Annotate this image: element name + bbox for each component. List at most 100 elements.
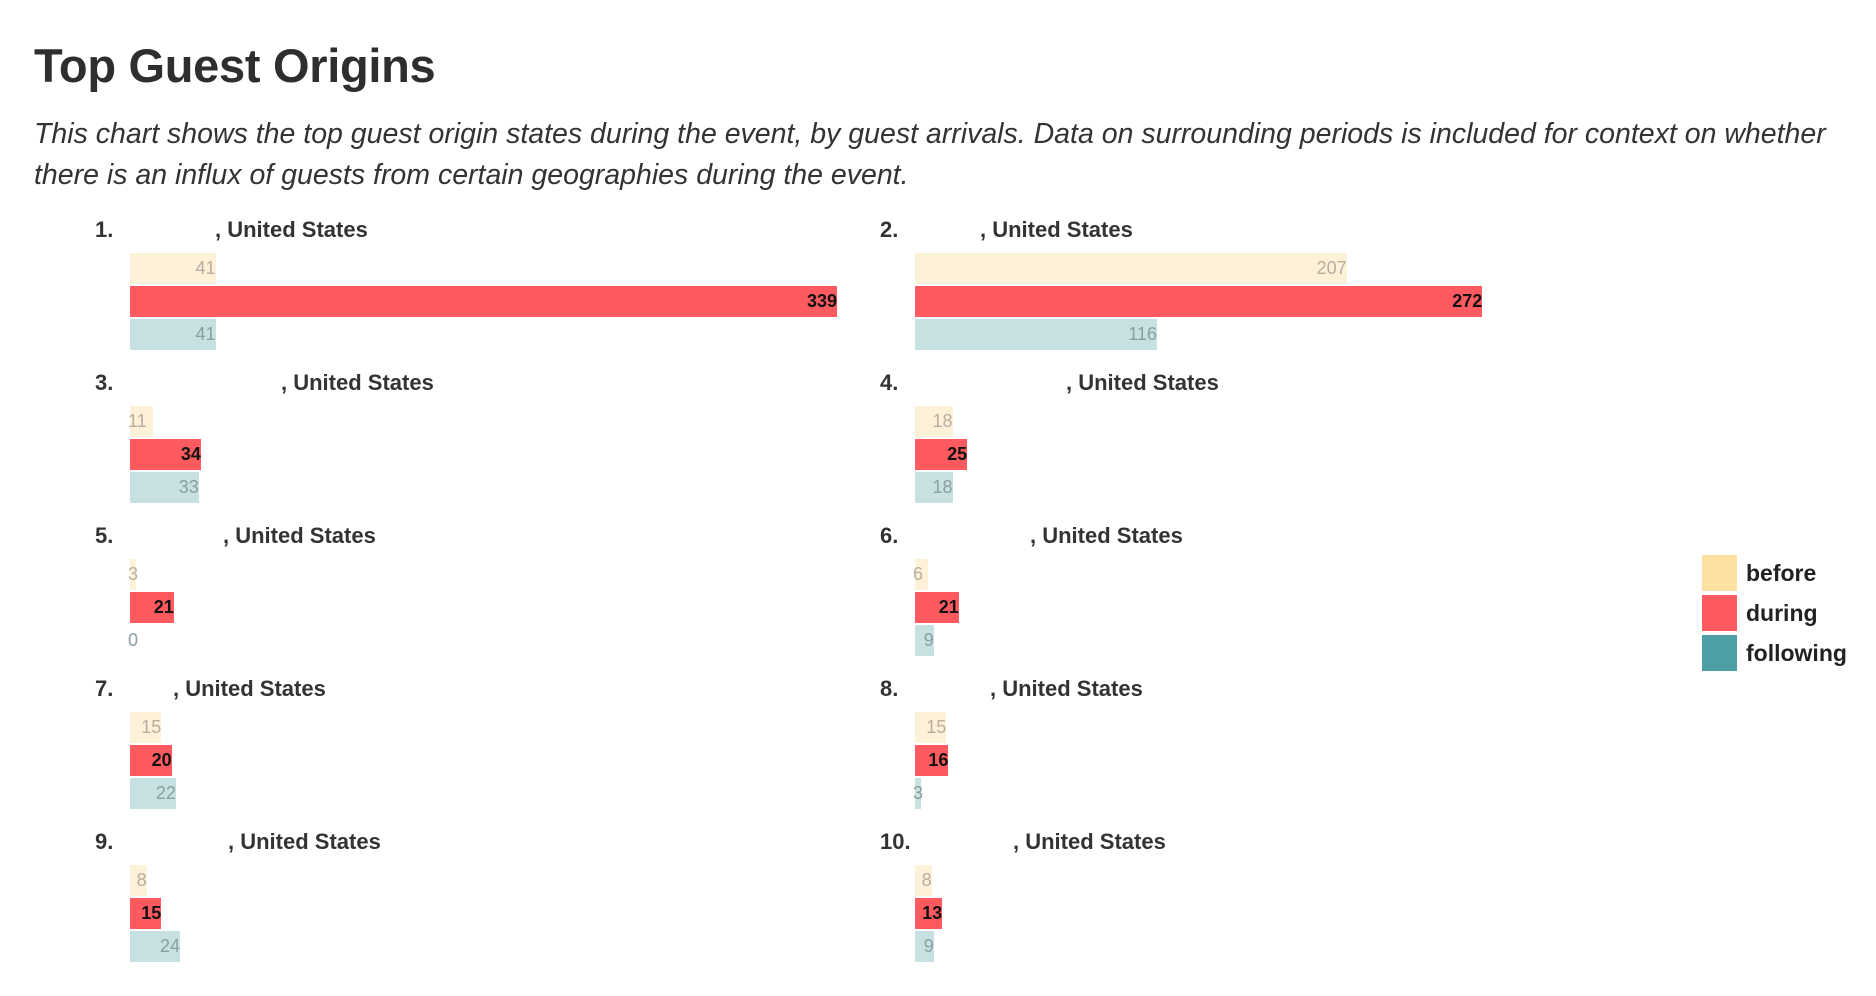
bar-value-label-during: 25 bbox=[947, 444, 968, 464]
bar-value-label-before: 15 bbox=[141, 717, 162, 737]
bar-value-label-before: 8 bbox=[136, 870, 147, 890]
bar-before bbox=[130, 559, 137, 590]
bar-during bbox=[915, 745, 949, 776]
origin-place: , United States bbox=[1013, 829, 1166, 854]
bar-value-label-during: 13 bbox=[922, 903, 943, 923]
bar-value-label-before: 41 bbox=[195, 258, 216, 278]
bar-before bbox=[915, 712, 947, 743]
page-title: Top Guest Origins bbox=[34, 39, 436, 92]
bar-value-label-before: 3 bbox=[128, 564, 139, 584]
bar-value-label-following: 24 bbox=[160, 936, 181, 956]
bar-value-label-before: 11 bbox=[128, 411, 147, 431]
origin-place: , United States bbox=[281, 370, 434, 395]
bar-during bbox=[915, 439, 968, 470]
origin-rank: 3. bbox=[95, 370, 114, 395]
bar-during bbox=[915, 592, 959, 623]
origin-place: , United States bbox=[990, 676, 1143, 701]
legend-swatch-before bbox=[1702, 555, 1737, 591]
origin-rank: 4. bbox=[880, 370, 899, 395]
bar-during bbox=[130, 745, 172, 776]
origin-rank: 9. bbox=[95, 829, 114, 854]
bar-before bbox=[130, 865, 147, 896]
origin-rank: 6. bbox=[880, 523, 899, 548]
origin-place: , United States bbox=[1030, 523, 1183, 548]
origin-panel: 2. , United States 207 272 116 bbox=[880, 215, 1640, 350]
bar-value-label-during: 339 bbox=[806, 291, 837, 311]
origin-panel: 1. , United States 41 339 41 bbox=[95, 215, 855, 350]
bar-value-label-before: 18 bbox=[932, 411, 953, 431]
legend-swatch-following bbox=[1702, 635, 1737, 671]
bar-before bbox=[130, 712, 162, 743]
bar-value-label-following: 0 bbox=[128, 630, 139, 650]
bar-value-label-during: 15 bbox=[141, 903, 162, 923]
bar-value-label-following: 41 bbox=[195, 324, 216, 344]
bar-following bbox=[915, 931, 934, 962]
bar-before bbox=[915, 253, 1347, 284]
bar-value-label-during: 20 bbox=[151, 750, 172, 770]
bar-during bbox=[130, 439, 201, 470]
bar-value-label-following: 22 bbox=[155, 783, 176, 803]
bar-value-label-following: 9 bbox=[923, 630, 934, 650]
origin-place: , United States bbox=[215, 217, 368, 242]
origin-rank: 5. bbox=[95, 523, 114, 548]
origin-panel: 4. , United States 18 25 18 bbox=[880, 368, 1640, 503]
bar-during bbox=[130, 286, 837, 317]
bar-during bbox=[915, 898, 943, 929]
origin-panel: 6. , United States 6 21 9 bbox=[880, 521, 1640, 656]
bar-value-label-before: 15 bbox=[926, 717, 947, 737]
origin-panel: 8. , United States 15 16 3 bbox=[880, 674, 1640, 809]
origin-rank: 8. bbox=[880, 676, 899, 701]
origin-rank: 2. bbox=[880, 217, 899, 242]
origin-place: , United States bbox=[980, 217, 1133, 242]
legend-item-during: during bbox=[1702, 595, 1876, 631]
bar-following bbox=[130, 931, 181, 962]
bar-value-label-following: 18 bbox=[932, 477, 953, 497]
bar-following bbox=[915, 319, 1157, 350]
origin-panel: 3. , United States 11 34 33 bbox=[95, 368, 855, 503]
legend-label-during: during bbox=[1746, 600, 1818, 626]
bar-before bbox=[130, 406, 153, 437]
bar-before bbox=[915, 406, 953, 437]
bar-during bbox=[915, 286, 1483, 317]
legend-label-before: before bbox=[1746, 560, 1817, 586]
origin-rank: 7. bbox=[95, 676, 114, 701]
bar-before bbox=[130, 253, 216, 284]
bar-value-label-during: 272 bbox=[1452, 291, 1483, 311]
bar-following bbox=[130, 778, 176, 809]
origin-panel: 7. , United States 15 20 22 bbox=[95, 674, 855, 809]
bar-before bbox=[915, 559, 928, 590]
origin-panel: 5. , United States 3 21 0 bbox=[95, 521, 855, 651]
legend-label-following: following bbox=[1746, 640, 1847, 666]
bar-value-label-before: 6 bbox=[913, 564, 924, 584]
origin-place: , United States bbox=[173, 676, 326, 701]
bar-during bbox=[130, 898, 162, 929]
bar-following bbox=[130, 472, 199, 503]
chart-description: This chart shows the top guest origin st… bbox=[34, 118, 1826, 191]
bar-before bbox=[915, 865, 932, 896]
bar-following bbox=[130, 319, 216, 350]
bar-value-label-during: 34 bbox=[180, 444, 201, 464]
bar-following bbox=[915, 472, 953, 503]
origin-rank: 10. bbox=[880, 829, 911, 854]
bar-value-label-following: 3 bbox=[913, 783, 924, 803]
legend-item-before: before bbox=[1702, 555, 1876, 591]
origin-panel: 10. , United States 8 13 9 bbox=[880, 827, 1640, 962]
bar-value-label-following: 116 bbox=[1128, 324, 1157, 344]
bar-value-label-during: 21 bbox=[938, 597, 959, 617]
bar-value-label-during: 21 bbox=[153, 597, 174, 617]
origin-place: , United States bbox=[228, 829, 381, 854]
bar-value-label-following: 33 bbox=[178, 477, 199, 497]
bar-value-label-before: 8 bbox=[921, 870, 932, 890]
origin-rank: 1. bbox=[95, 217, 114, 242]
origin-place: , United States bbox=[1066, 370, 1219, 395]
legend-item-following: following bbox=[1702, 635, 1876, 671]
legend-swatch-during bbox=[1702, 595, 1737, 631]
bar-value-label-during: 16 bbox=[928, 750, 949, 770]
bar-value-label-following: 9 bbox=[923, 936, 934, 956]
bar-during bbox=[130, 592, 174, 623]
origin-place: , United States bbox=[223, 523, 376, 548]
bar-following bbox=[915, 625, 934, 656]
bar-value-label-before: 207 bbox=[1316, 258, 1347, 278]
bar-following bbox=[915, 778, 922, 809]
origin-panel: 9. , United States 8 15 24 bbox=[95, 827, 855, 962]
